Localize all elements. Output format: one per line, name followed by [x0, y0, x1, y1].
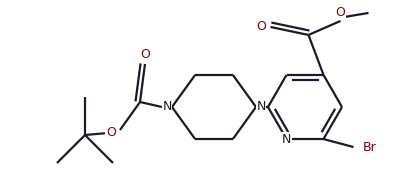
Text: N: N	[256, 101, 266, 114]
Text: O: O	[336, 6, 346, 19]
Text: Br: Br	[363, 141, 376, 153]
Text: O: O	[257, 20, 267, 33]
Text: N: N	[162, 101, 172, 114]
Text: O: O	[106, 126, 116, 139]
Text: O: O	[140, 49, 150, 61]
Text: N: N	[282, 132, 291, 146]
